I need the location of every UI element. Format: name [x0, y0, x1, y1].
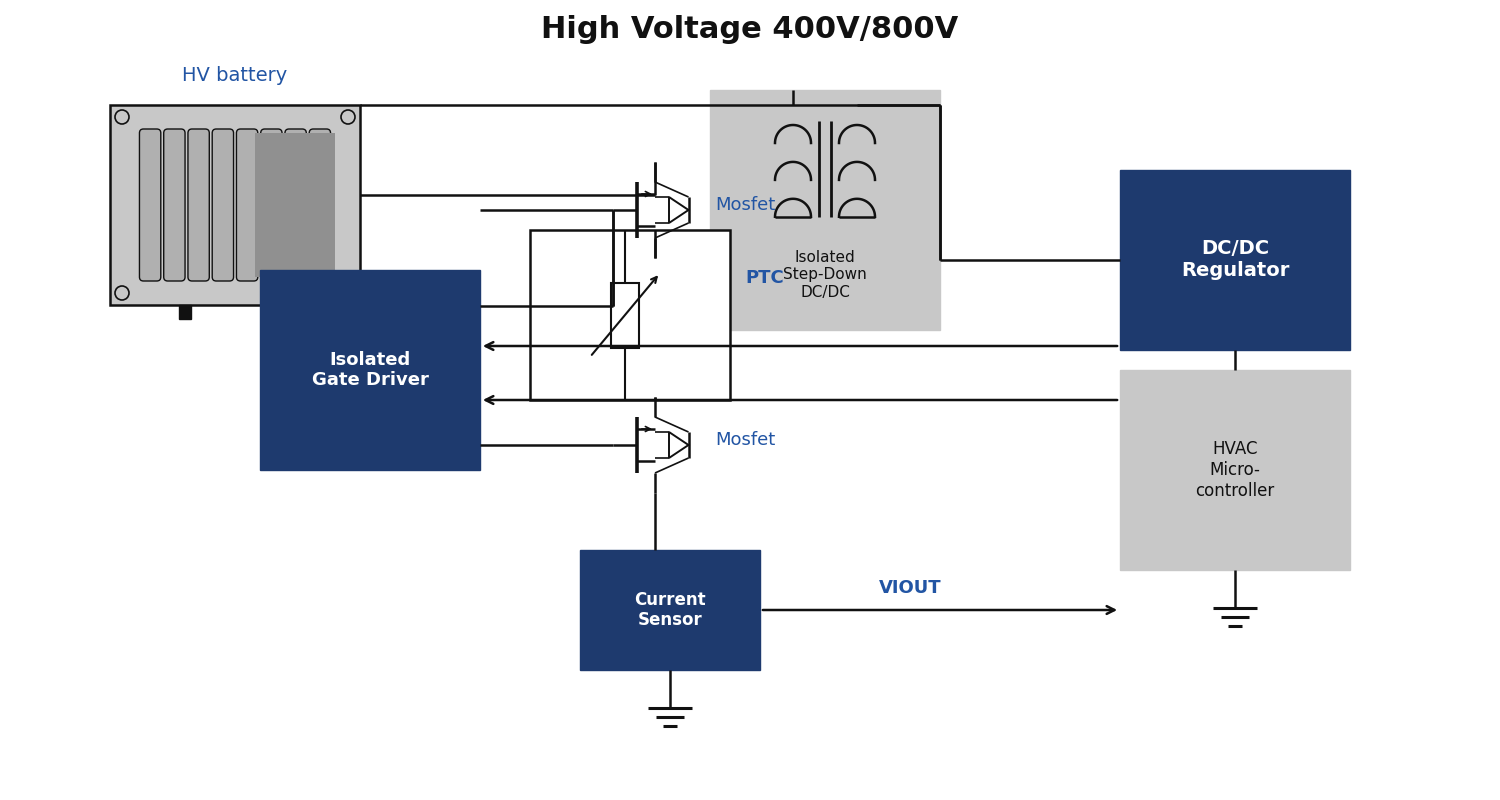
Text: PTC: PTC	[746, 269, 783, 286]
FancyBboxPatch shape	[610, 282, 639, 347]
FancyBboxPatch shape	[211, 129, 234, 281]
Text: High Voltage 400V/800V: High Voltage 400V/800V	[542, 15, 958, 45]
Text: DC/DC
Regulator: DC/DC Regulator	[1180, 239, 1288, 281]
Text: Mosfet: Mosfet	[716, 431, 776, 449]
FancyBboxPatch shape	[110, 105, 360, 305]
FancyBboxPatch shape	[261, 129, 282, 281]
FancyBboxPatch shape	[1120, 370, 1350, 570]
Text: Isolated
Step-Down
DC/DC: Isolated Step-Down DC/DC	[783, 250, 867, 300]
FancyBboxPatch shape	[178, 305, 190, 319]
FancyBboxPatch shape	[1120, 170, 1350, 350]
FancyBboxPatch shape	[279, 305, 291, 319]
Text: Mosfet: Mosfet	[716, 196, 776, 214]
FancyBboxPatch shape	[164, 129, 184, 281]
FancyBboxPatch shape	[260, 270, 480, 470]
Text: VIOUT: VIOUT	[879, 579, 942, 597]
FancyBboxPatch shape	[580, 550, 760, 670]
Text: HV battery: HV battery	[183, 66, 288, 85]
Text: Current
Sensor: Current Sensor	[634, 590, 706, 630]
FancyBboxPatch shape	[188, 129, 210, 281]
FancyBboxPatch shape	[309, 129, 330, 281]
FancyBboxPatch shape	[285, 129, 306, 281]
Text: Isolated
Gate Driver: Isolated Gate Driver	[312, 350, 429, 390]
FancyBboxPatch shape	[530, 230, 730, 400]
FancyBboxPatch shape	[140, 129, 160, 281]
FancyBboxPatch shape	[710, 90, 940, 330]
FancyBboxPatch shape	[255, 133, 334, 277]
Text: HVAC
Micro-
controller: HVAC Micro- controller	[1196, 440, 1275, 500]
FancyBboxPatch shape	[237, 129, 258, 281]
